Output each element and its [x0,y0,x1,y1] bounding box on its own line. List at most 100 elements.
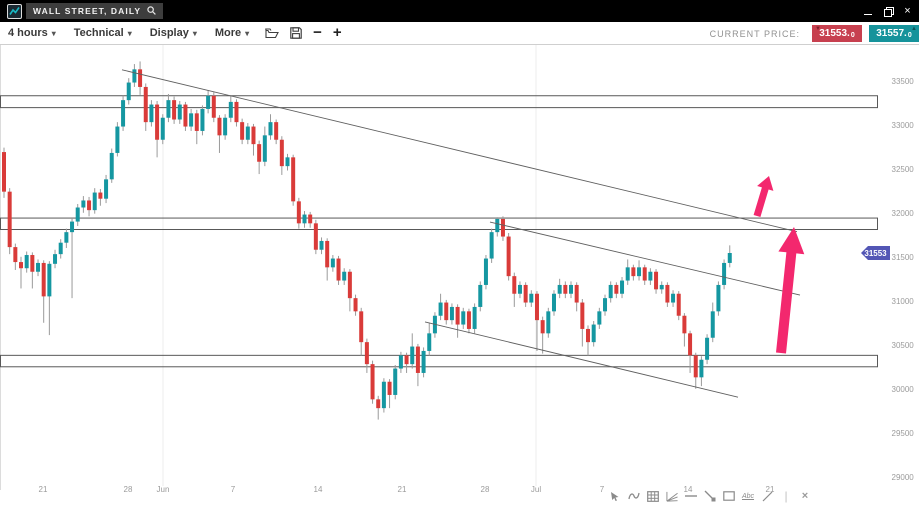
price-down-icon: ▼ [815,26,821,32]
sell-price-button[interactable]: ▼ 31553. 0 [812,25,862,42]
pointer-tool-icon[interactable] [609,490,621,502]
open-folder-icon[interactable] [265,27,280,39]
candle-body [347,271,352,299]
chart-svg: 33500 33000 32500 32000 31500 31000 30500 30000… [0,45,915,494]
month-gridlines [162,45,537,486]
trendline-tool-icon[interactable] [704,490,716,502]
chart-title-badge: WALL STREET, DAILY [26,3,164,19]
candle-body [438,302,443,316]
candle-body [387,381,392,395]
text-tool-icon[interactable]: Abc [741,492,755,500]
candle-body [2,152,6,192]
candle-body [546,311,551,334]
price-axis: 33500 33000 32500 32000 31500 31000 30500 30000… [892,77,915,482]
minimize-icon[interactable] [862,6,873,17]
candle-body [466,311,471,329]
zoom-in-button[interactable]: + [332,24,342,41]
candle-body [330,258,335,268]
candle-body [296,201,301,224]
fib-fan-tool-icon[interactable] [666,490,678,502]
display-label: Display [149,27,189,39]
candle-body [421,350,426,373]
trendline [489,221,801,296]
more-menu[interactable]: More ▾ [215,27,249,39]
candle-body [699,359,704,378]
annotation-arrows[interactable] [753,176,805,354]
window-controls: × [862,0,913,22]
candle-body [671,293,676,303]
candle-body [41,262,46,297]
band-rect [0,354,878,368]
candle-body [257,144,262,162]
candle-body [551,293,556,312]
candle-body [109,152,114,180]
candle-body [240,122,245,140]
trendline [121,69,798,233]
chart-area[interactable]: 33500 33000 32500 32000 31500 31000 30500 30000… [0,45,919,513]
candle-body [279,139,284,167]
candle-body [381,381,386,409]
more-label: More [214,27,242,39]
close-drawbar-icon[interactable]: × [801,490,809,502]
candle-body [648,271,653,281]
candle-body [540,320,545,334]
candle-body [569,284,573,294]
candle-body [143,86,148,123]
horizontal-line-tool-icon[interactable] [685,490,697,502]
candle-body [189,113,194,127]
candle-body [705,337,710,360]
candle-body [404,355,409,365]
save-icon[interactable] [290,27,302,39]
date-axis-label: Jul [531,485,541,494]
candle-body [722,262,727,285]
price-up-icon: ▲ [911,26,917,32]
candle-body [478,284,483,307]
price-axis-label: 30000 [892,385,915,394]
candle-body [115,126,120,153]
price-axis-label: 31000 [892,297,915,306]
candle-body [557,284,562,294]
current-price-label: CURRENT PRICE: [709,28,800,39]
app-chart-icon [7,3,22,19]
date-axis-label: 14 [314,485,323,494]
candle-body [325,240,330,268]
candle-body [353,298,358,312]
timeframe-dropdown[interactable]: 4 hours ▾ [8,27,56,39]
freehand-curve-tool-icon[interactable] [628,490,640,502]
candle-body [665,284,670,303]
candles [2,61,732,420]
chevron-down-icon: ▾ [127,28,132,38]
candle-body [529,293,534,303]
price-bands[interactable] [0,95,878,368]
band-rect [0,217,878,231]
candle-body [81,200,86,208]
candle-body [138,69,143,87]
candle-body [608,284,613,299]
candle-body [597,311,602,325]
rectangle-tool-icon[interactable] [723,490,735,502]
zoom-out-button[interactable]: − [313,24,322,41]
candle-body [36,262,41,272]
date-axis-label: 7 [231,485,236,494]
trendlines[interactable] [121,69,801,398]
candle-body [364,342,369,365]
candle-body [642,267,647,281]
display-menu[interactable]: Display ▾ [150,27,197,39]
window-titlebar: WALL STREET, DAILY × [0,0,919,22]
candle-body [217,117,222,136]
technical-menu[interactable]: Technical ▾ [74,27,132,39]
candle-body [427,333,432,351]
grid-tool-icon[interactable] [647,490,659,502]
diagonal-line-tool-icon[interactable] [761,490,773,502]
search-icon[interactable] [147,5,156,17]
close-icon[interactable]: × [904,4,911,17]
candle-body [70,221,75,233]
date-axis-label: 7 [600,485,605,494]
restore-icon[interactable] [882,6,894,17]
buy-price-button[interactable]: 31557. 0 ▲ [869,25,919,42]
candle-body [336,258,341,281]
candle-body [682,315,687,334]
candle-body [625,267,630,281]
candle-body [727,253,732,263]
candle-body [274,122,279,140]
